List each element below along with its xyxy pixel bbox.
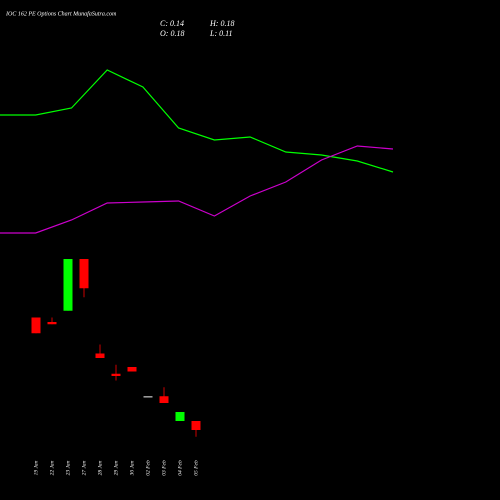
low-info: L: 0.11: [209, 29, 233, 38]
x-tick-label: 28 Jan: [97, 460, 103, 475]
x-tick-label: 05 Feb: [193, 460, 199, 476]
candle-body: [31, 317, 41, 334]
x-tick-label: 27 Jan: [81, 460, 87, 475]
line-series: [0, 69, 394, 173]
x-tick-label: 29 Jan: [113, 460, 119, 475]
line-series: [0, 145, 394, 234]
candle-body: [63, 259, 73, 311]
candle-body: [79, 259, 89, 289]
x-tick-label: 23 Jan: [65, 460, 71, 475]
candle-body: [143, 396, 153, 398]
candle-body: [127, 367, 137, 372]
candle-body: [111, 373, 121, 376]
open-info: O: 0.18: [160, 29, 184, 38]
chart-title: IOC 162 PE Options Chart MunafaSutra.com: [5, 10, 117, 17]
candle-body: [95, 353, 105, 358]
candle-body: [159, 396, 169, 403]
close-info: C: 0.14: [160, 19, 184, 28]
x-tick-label: 19 Jan: [33, 460, 39, 475]
x-tick-label: 30 Jan: [129, 460, 135, 476]
x-tick-label: 04 Feb: [176, 460, 183, 476]
candle-body: [175, 412, 185, 421]
x-tick-label: 02 Feb: [145, 460, 151, 476]
candle-body: [47, 322, 57, 325]
candle-body: [191, 421, 201, 430]
x-tick-label: 03 Feb: [161, 460, 167, 476]
high-info: H: 0.18: [209, 19, 234, 28]
x-tick-label: 22 Jan: [49, 460, 55, 475]
